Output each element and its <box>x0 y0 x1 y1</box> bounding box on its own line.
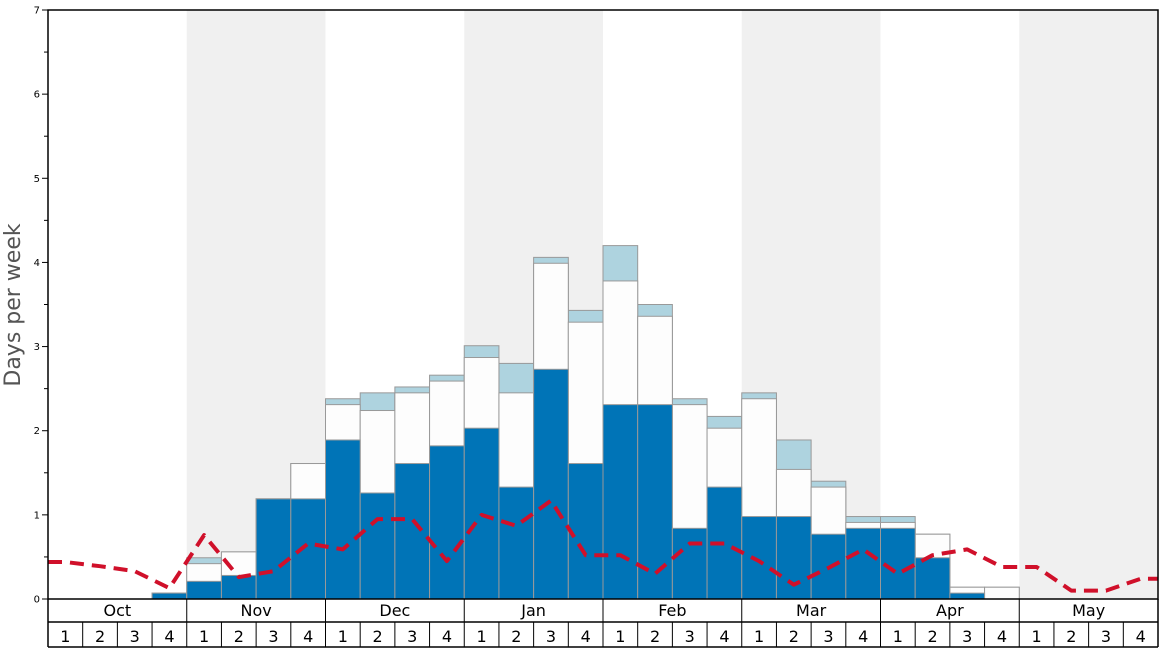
average-line-path <box>48 498 1158 593</box>
week-label: 2 <box>650 627 660 646</box>
bar-base <box>949 592 986 600</box>
week-label: 3 <box>962 627 972 646</box>
week-label: 3 <box>407 627 417 646</box>
bar-base <box>186 580 222 600</box>
week-label: 4 <box>997 627 1007 646</box>
week-label: 3 <box>1101 627 1111 646</box>
month-label: Mar <box>796 601 827 620</box>
week-label: 4 <box>1136 627 1146 646</box>
bar-base <box>429 445 465 600</box>
bar-base <box>359 492 396 600</box>
y-tick-label: 6 <box>34 90 40 101</box>
bar-base <box>325 439 361 600</box>
week-label: 3 <box>268 627 278 646</box>
bar-base <box>914 557 951 600</box>
week-label: 1 <box>60 627 70 646</box>
week-label: 1 <box>477 627 487 646</box>
y-tick-label: 1 <box>34 510 40 521</box>
week-label: 2 <box>95 627 105 646</box>
average-line <box>48 498 1158 593</box>
week-label: 2 <box>372 627 382 646</box>
y-tick-label: 0 <box>34 595 40 606</box>
bar-base <box>151 592 188 600</box>
bar-base <box>498 486 535 600</box>
week-label: 1 <box>338 627 348 646</box>
week-label: 2 <box>789 627 799 646</box>
week-label: 3 <box>130 627 140 646</box>
bar-base <box>290 498 326 600</box>
y-tick-label: 7 <box>34 6 40 17</box>
bar-base <box>394 463 431 600</box>
month-label: Nov <box>241 601 272 620</box>
bar-base <box>255 498 292 600</box>
bar-base <box>671 527 708 600</box>
y-tick-label: 3 <box>34 342 40 353</box>
week-label: 4 <box>303 627 313 646</box>
week-label: 4 <box>442 627 452 646</box>
week-label: 3 <box>685 627 695 646</box>
week-label: 3 <box>546 627 556 646</box>
week-label: 4 <box>858 627 868 646</box>
bar-middle <box>984 586 1020 600</box>
y-axis: 0 1 2 3 4 5 6 7 <box>34 6 48 606</box>
month-label: Dec <box>379 601 410 620</box>
y-tick-label: 4 <box>34 258 40 269</box>
week-label: 1 <box>754 627 764 646</box>
y-axis-label: Days per week <box>1 223 26 386</box>
bar-base <box>602 404 639 600</box>
week-label: 2 <box>927 627 937 646</box>
y-tick-label: 5 <box>34 174 40 185</box>
month-band <box>1019 10 1158 599</box>
bar-base <box>567 463 604 600</box>
week-label: 4 <box>164 627 174 646</box>
month-label: Apr <box>936 601 964 620</box>
week-label: 2 <box>511 627 521 646</box>
week-label: 2 <box>234 627 244 646</box>
month-label: May <box>1072 601 1105 620</box>
bar-base <box>741 516 777 600</box>
week-label: 3 <box>823 627 833 646</box>
x-axis: Oct 1 2 3 4 Nov 1 2 3 4 Dec 1 2 3 4 Jan 1 2 3 4 Feb 1 2 3 4 Mar 1 2… <box>47 599 1159 648</box>
week-label: 1 <box>893 627 903 646</box>
bar-base <box>533 368 569 600</box>
y-tick-label: 2 <box>34 426 40 437</box>
bar-base <box>637 404 673 600</box>
week-label: 1 <box>615 627 625 646</box>
week-label: 4 <box>719 627 729 646</box>
bar-base <box>845 527 881 600</box>
month-label: Feb <box>658 601 686 620</box>
week-label: 2 <box>1066 627 1076 646</box>
month-label: Jan <box>520 601 546 620</box>
month-label: Oct <box>104 601 132 620</box>
week-label: 1 <box>199 627 209 646</box>
week-label: 1 <box>1032 627 1042 646</box>
week-label: 4 <box>581 627 591 646</box>
